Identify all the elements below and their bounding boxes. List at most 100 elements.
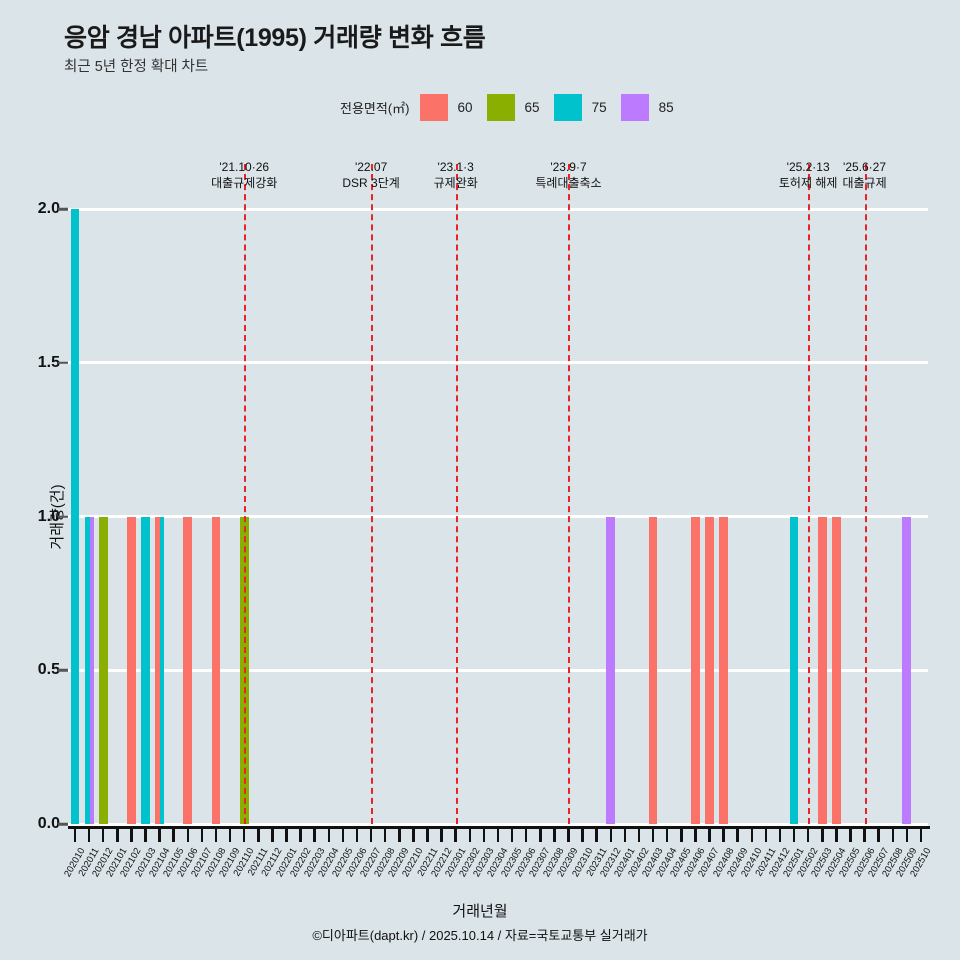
y-axis-tick-label: 0.5 — [37, 661, 60, 679]
x-axis-tick-mark — [510, 829, 514, 842]
x-axis-tick-mark — [919, 829, 923, 842]
x-axis-tick-mark — [130, 829, 133, 842]
legend-label-75: 75 — [591, 100, 607, 115]
x-axis-tick-mark — [722, 829, 725, 842]
annotation-date: '22.07 — [354, 160, 388, 174]
bar — [719, 516, 728, 824]
bar — [89, 516, 94, 824]
gridline — [68, 361, 928, 365]
gridline — [68, 822, 928, 826]
y-axis-tick-label: 0.0 — [37, 815, 60, 832]
x-axis-tick-mark — [327, 829, 331, 842]
legend-item: 75 — [553, 94, 621, 121]
x-axis-tick-mark — [87, 829, 91, 842]
x-axis-tick-mark — [651, 829, 655, 842]
y-axis-tick-mark — [58, 822, 68, 826]
bar — [127, 516, 136, 824]
x-axis-tick-mark — [637, 829, 641, 842]
x-axis-tick-mark — [242, 829, 246, 842]
bar — [84, 516, 94, 824]
x-axis-tick-mark — [609, 829, 613, 842]
x-axis-tick-mark — [877, 829, 880, 842]
bar — [70, 209, 80, 824]
x-axis-tick-mark — [214, 829, 218, 842]
x-axis-tick-mark — [806, 829, 810, 842]
x-axis-tick-mark — [398, 829, 401, 842]
annotation-date: '23.1·3 — [437, 160, 474, 174]
annotation-label: '25.2·13 토허제 해제 — [779, 160, 838, 191]
page-title: 응암 경남 아파트(1995) 거래량 변화 흐름 — [64, 24, 486, 52]
x-axis-tick-mark — [172, 829, 175, 842]
x-axis-tick-mark — [369, 829, 373, 842]
x-axis-tick-mark — [454, 829, 457, 842]
y-axis-tick-mark — [58, 669, 68, 672]
x-axis-tick-mark — [496, 829, 500, 842]
annotation-text: DSR 3단계 — [342, 176, 400, 190]
x-axis-tick-mark — [905, 829, 909, 842]
x-axis-tick-mark — [567, 829, 570, 842]
bar — [141, 516, 150, 824]
bar — [648, 516, 658, 824]
bar — [155, 516, 164, 824]
bar — [831, 516, 841, 824]
chart-plot-area: 거래량(건) — [49, 164, 928, 826]
x-axis-tick-mark — [736, 829, 739, 842]
gridline — [68, 207, 928, 211]
x-axis-tick-mark — [623, 829, 627, 842]
x-axis-tick-mark — [595, 829, 598, 842]
annotation-date: '21.10·26 — [219, 160, 270, 174]
legend-label-60: 60 — [457, 100, 473, 115]
annotation-label: '21.10·26 대출규제강화 — [211, 160, 277, 191]
y-axis-tick-mark — [58, 515, 68, 518]
x-axis-tick-mark — [412, 829, 415, 842]
footer-credit: ©디아파트(dapt.kr) / 2025.10.14 / 자료=국토교통부 실… — [312, 928, 648, 943]
x-axis-tick-mark — [383, 829, 387, 842]
bar — [789, 516, 799, 824]
bar — [902, 516, 912, 824]
annotation-label: '23.1·3 규제완화 — [434, 160, 478, 191]
annotation-line — [808, 164, 811, 824]
y-axis-tick-label: 1.0 — [37, 507, 60, 525]
x-axis-tick-mark — [468, 829, 472, 842]
x-axis-tick-mark — [186, 829, 190, 842]
annotation-label: '22.07 DSR 3단계 — [342, 160, 399, 191]
x-axis-tick-mark — [313, 829, 316, 842]
y-axis-tick-label: 1.5 — [37, 353, 60, 371]
x-axis-tick-mark — [680, 829, 683, 842]
x-axis-tick-mark — [821, 829, 824, 842]
x-axis-tick-mark — [849, 829, 852, 842]
bar — [98, 516, 108, 824]
annotation-line — [864, 164, 867, 824]
bar — [160, 516, 165, 824]
x-axis-tick-mark — [144, 829, 147, 842]
legend-item: 65 — [486, 94, 554, 121]
x-axis-tick-mark — [524, 829, 528, 842]
annotation-date: '23.9·7 — [550, 160, 587, 174]
chart-legend: 전용면적(㎡) 60 65 75 85 — [340, 94, 688, 121]
x-axis-tick-mark — [426, 829, 429, 842]
x-axis-tick-mark — [271, 829, 274, 842]
x-axis-tick-mark — [581, 829, 584, 842]
legend-item: 60 — [419, 94, 487, 121]
legend-swatch-65 — [486, 94, 515, 121]
x-axis-tick-mark — [341, 829, 345, 842]
legend-label-85: 85 — [658, 100, 674, 115]
x-axis-tick-mark — [101, 829, 105, 842]
gridline — [68, 515, 928, 518]
legend-swatch-60 — [419, 94, 448, 121]
x-axis-tick-mark — [778, 829, 782, 842]
bar — [183, 516, 193, 824]
annotation-text: 특례대출축소 — [535, 176, 602, 190]
x-axis-tick-mark — [440, 829, 443, 842]
annotation-text: 규제완화 — [433, 176, 478, 190]
annotation-line — [371, 164, 374, 824]
annotation-line — [568, 164, 571, 824]
annotation-text: 대출규제강화 — [211, 176, 278, 190]
annotation-line — [244, 164, 247, 824]
bar — [211, 516, 221, 824]
x-axis-tick-mark — [73, 829, 77, 842]
legend-item: 85 — [620, 94, 688, 121]
annotation-label: '23.9·7 특례대출축소 — [535, 160, 601, 191]
gridline — [68, 668, 928, 672]
x-axis-tick-mark — [355, 829, 359, 842]
